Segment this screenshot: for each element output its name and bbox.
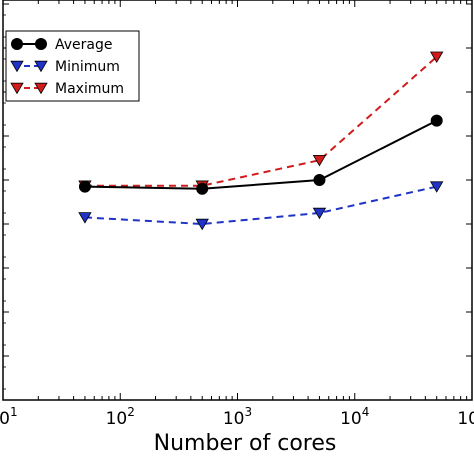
series-line-minimum bbox=[84, 185, 437, 226]
legend-label: Average bbox=[55, 37, 113, 53]
legend-item-average: Average bbox=[11, 37, 113, 53]
data-point-minimum bbox=[312, 207, 327, 220]
x-tick-labels: 101 102 103 104 105 bbox=[0, 405, 474, 429]
legend-marker bbox=[11, 38, 23, 50]
legend: Average Minimum Maximum bbox=[5, 30, 140, 102]
data-point-minimum bbox=[195, 218, 209, 231]
legend-marker bbox=[10, 82, 24, 95]
series-line-average bbox=[84, 119, 438, 190]
series-layer bbox=[78, 51, 444, 231]
data-point-maximum bbox=[312, 154, 327, 167]
series-line-maximum bbox=[84, 56, 438, 187]
data-point-average bbox=[78, 180, 91, 193]
data-point-average bbox=[313, 174, 326, 186]
legend-item-maximum: Maximum bbox=[10, 81, 124, 97]
legend-marker bbox=[10, 60, 24, 73]
x-tick-label: 101 bbox=[0, 405, 18, 429]
data-point-minimum bbox=[78, 212, 92, 224]
plot-area bbox=[2, 0, 473, 401]
legend-label: Maximum bbox=[55, 81, 124, 97]
x-tick-label: 102 bbox=[106, 405, 135, 429]
data-point-minimum bbox=[430, 181, 444, 193]
x-tick-label: 103 bbox=[223, 405, 252, 429]
data-point-average bbox=[430, 114, 443, 127]
legend-marker bbox=[34, 60, 48, 73]
data-point-maximum bbox=[430, 51, 444, 63]
legend-label: Minimum bbox=[55, 59, 120, 75]
x-axis-label: Number of cores bbox=[154, 431, 337, 456]
legend-marker bbox=[34, 82, 48, 95]
series-minimum bbox=[78, 181, 444, 231]
legend-item-minimum: Minimum bbox=[10, 59, 120, 75]
legend-marker bbox=[35, 38, 47, 50]
x-tick-label: 105 bbox=[457, 405, 474, 429]
series-average bbox=[78, 114, 443, 195]
data-point-average bbox=[196, 182, 209, 195]
x-tick-label: 104 bbox=[340, 405, 369, 429]
x-ticks bbox=[37, 0, 468, 400]
